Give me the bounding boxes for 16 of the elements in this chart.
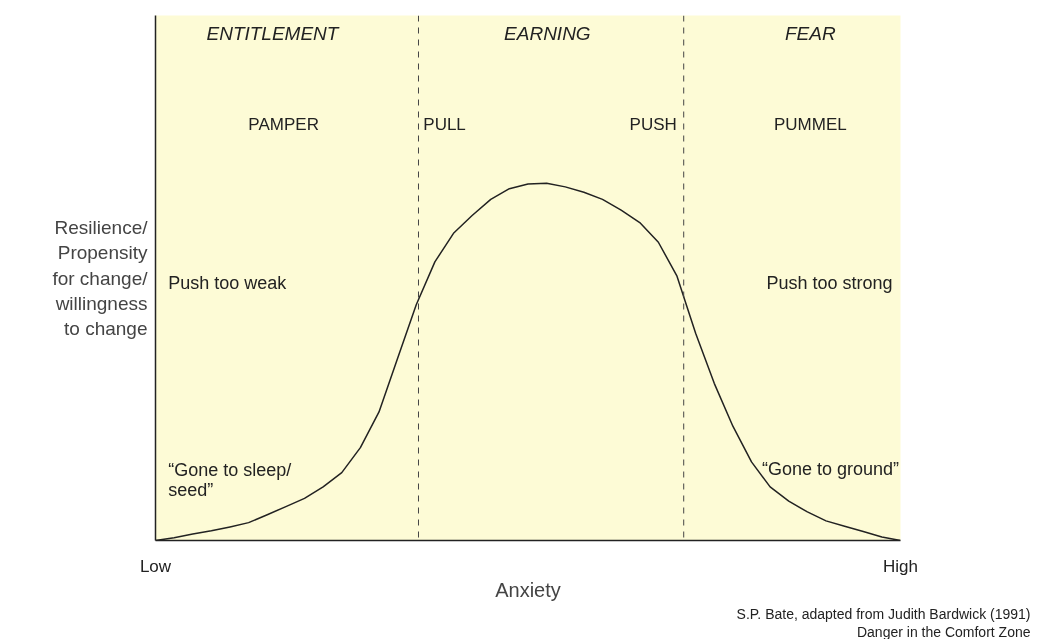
text: PUMMEL (773, 114, 847, 134)
text: ENTITLEMENT (206, 22, 340, 44)
text: FEAR (785, 22, 836, 44)
annotation: Push too weak (168, 273, 288, 294)
text: EARNING (504, 22, 591, 44)
x-axis-title: Anxiety (495, 578, 561, 601)
annotation: Push too strong (766, 273, 893, 294)
annotation: “Gone to sleep/ seed” (168, 459, 292, 500)
text: PULL (423, 114, 466, 134)
text: PAMPER (248, 114, 319, 134)
y-axis-title: Resilience/ Propensity for change/ willingness to change (52, 217, 149, 339)
text: PUSH (629, 114, 677, 134)
text: S.P. Bate, adapted from Judith Bardwick (1991) Danger in the Comfort Zone (736, 605, 1031, 639)
annotation: “Gone to ground” (761, 459, 900, 480)
x-tick-label: High (883, 556, 918, 576)
x-tick-label: Low (139, 556, 172, 576)
